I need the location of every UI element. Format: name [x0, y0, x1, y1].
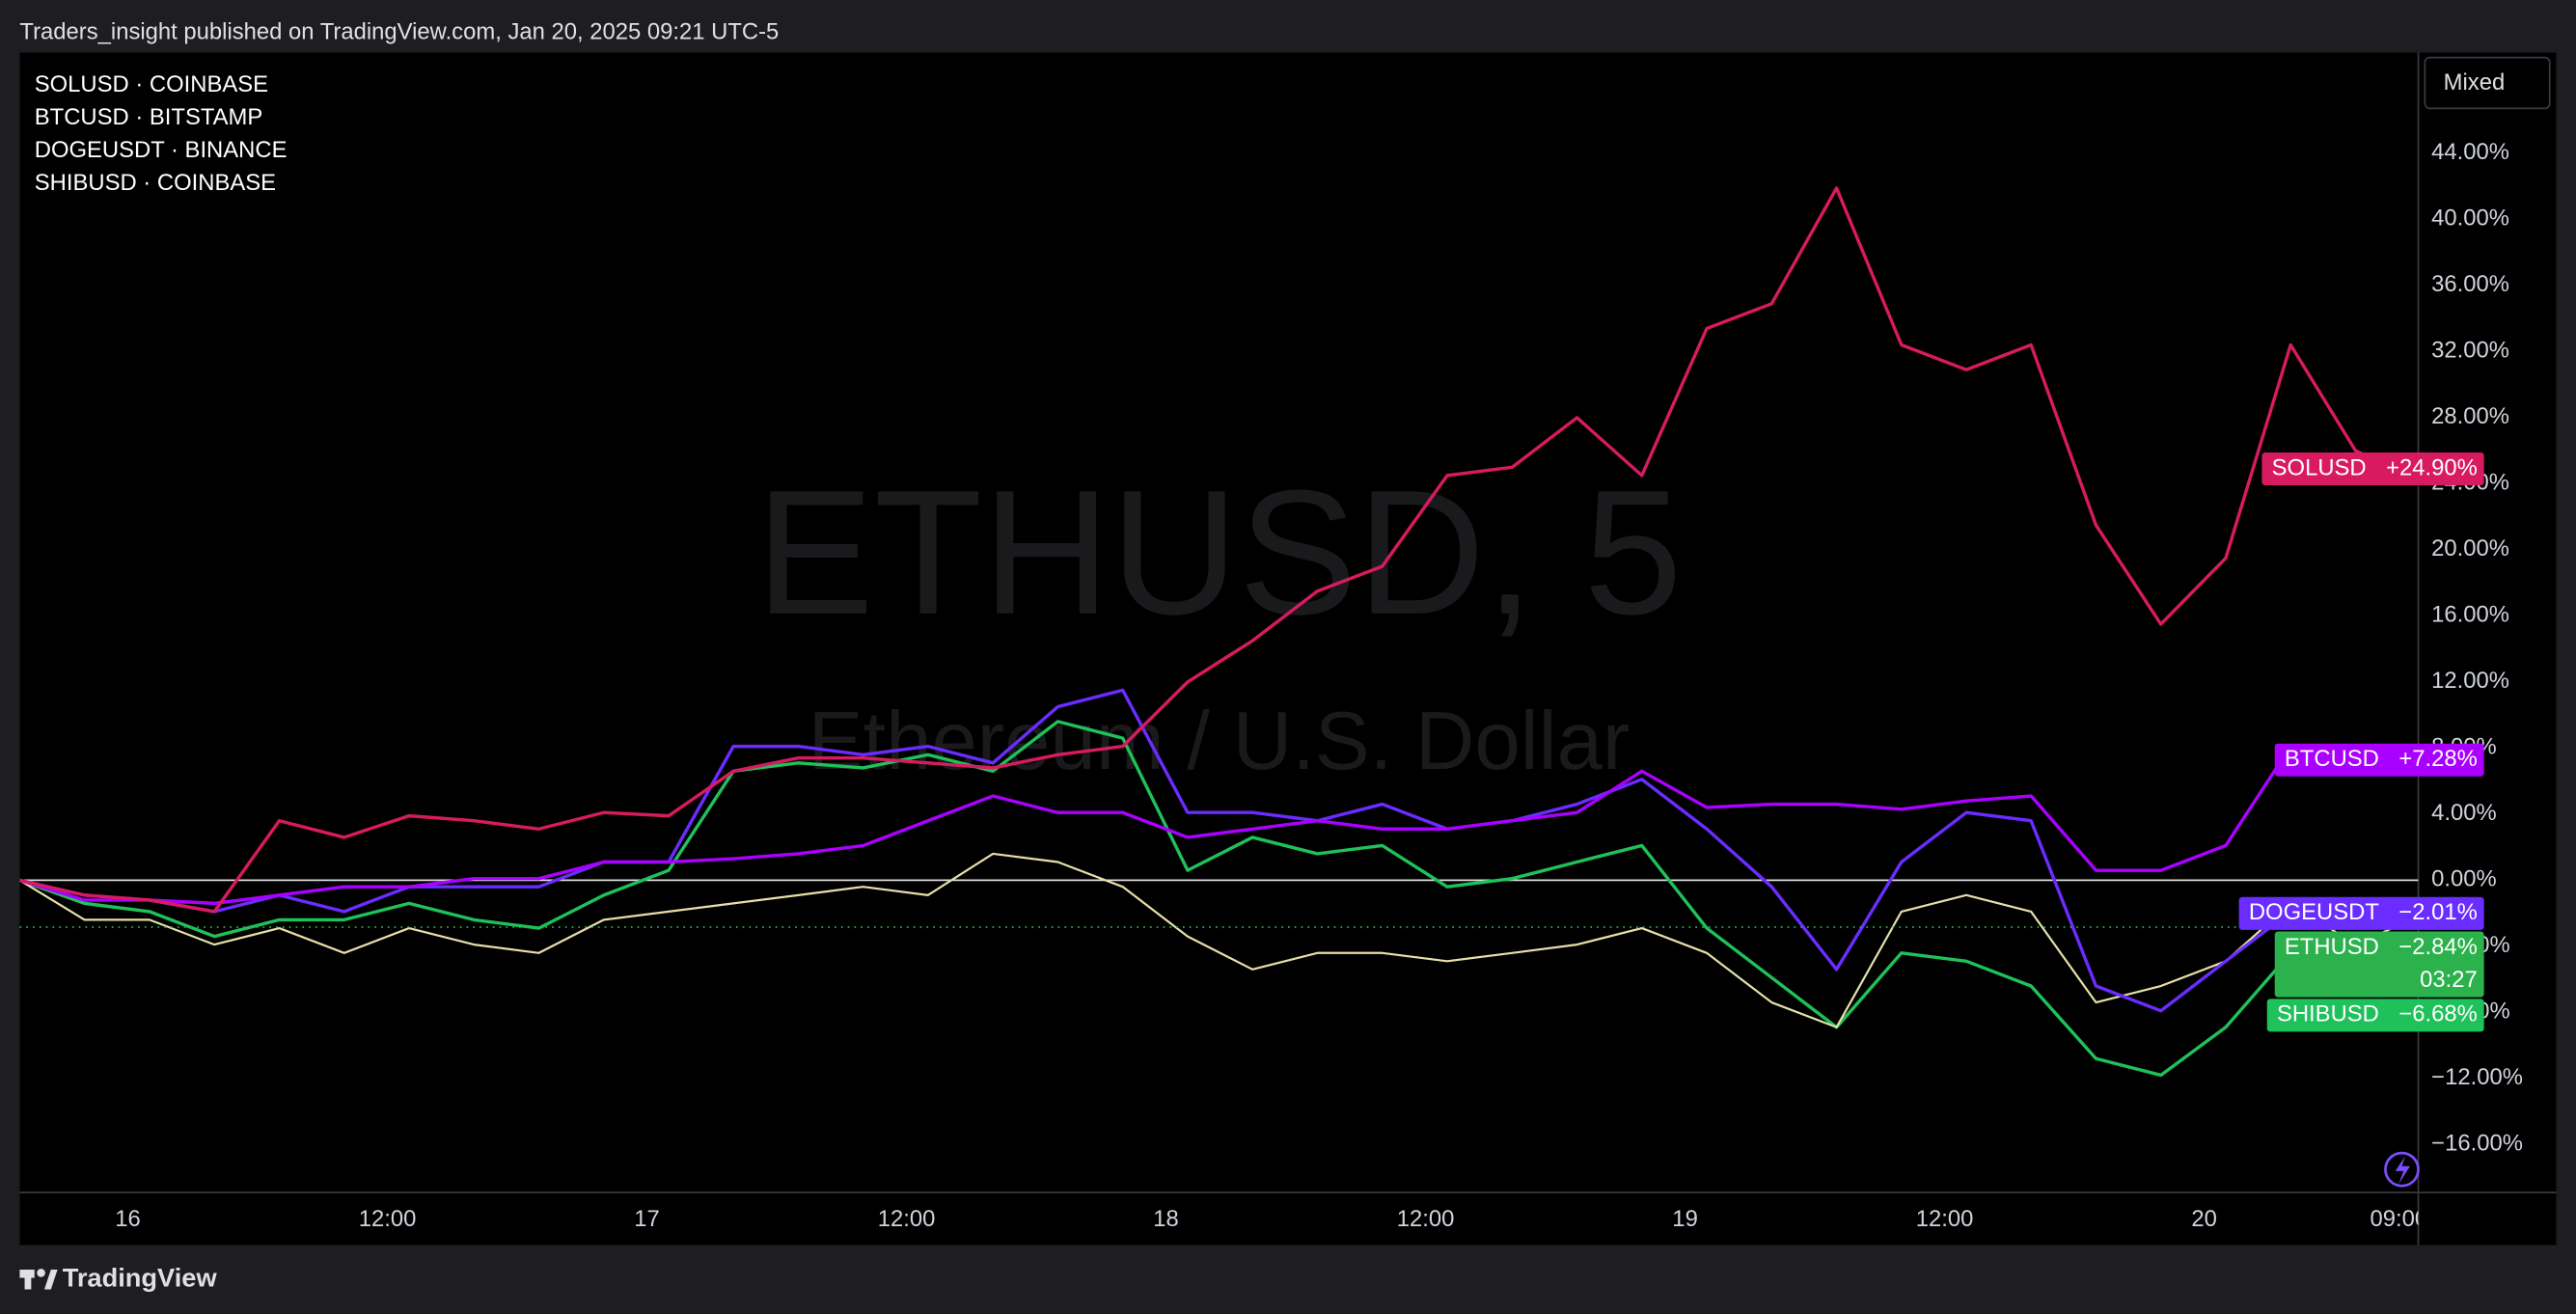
- x-tick-label: 18: [1153, 1206, 1179, 1232]
- x-tick-label: 20: [2191, 1206, 2217, 1232]
- price-tag-name: SOLUSD: [2272, 454, 2367, 480]
- plot-area: [19, 186, 2419, 1078]
- brand-name: TradingView: [63, 1262, 218, 1292]
- x-tick-label: 12:00: [359, 1206, 417, 1232]
- y-tick-label: 40.00%: [2431, 205, 2509, 232]
- x-tick-label: 12:00: [878, 1206, 936, 1232]
- price-tag-name: ETHUSD: [2285, 934, 2379, 960]
- series-line: [19, 186, 2396, 914]
- price-tag-value: +24.90%: [2386, 454, 2478, 480]
- scale-button-label[interactable]: Mixed: [2444, 69, 2506, 96]
- legend-entry: BTCUSD · BITSTAMP: [35, 104, 263, 130]
- legend-entry: SOLUSD · COINBASE: [35, 71, 268, 97]
- watermark-description: Ethereum / U.S. Dollar: [808, 696, 1631, 787]
- price-tag: −2.01% DOGEUSDT: [2238, 896, 2484, 930]
- y-tick-label: −16.00%: [2431, 1131, 2523, 1157]
- x-tick-label: 16: [115, 1206, 141, 1232]
- price-tag-value: −2.84%: [2398, 934, 2477, 960]
- price-tag: −6.68% SHIBUSD: [2266, 999, 2484, 1032]
- price-tag: +7.28% BTCUSD: [2274, 743, 2484, 777]
- publish-header: Traders_insight published on TradingView…: [19, 18, 779, 44]
- price-tag-value: −2.01%: [2398, 899, 2477, 925]
- price-tag-name: BTCUSD: [2285, 746, 2379, 772]
- y-tick-label: 32.00%: [2431, 338, 2509, 364]
- y-tick-label: 44.00%: [2431, 139, 2509, 165]
- series-line: [19, 852, 2396, 1028]
- price-tag: +24.90% SOLUSD: [2261, 452, 2484, 486]
- y-tick-label: 20.00%: [2431, 535, 2509, 561]
- price-tags: +24.90%SOLUSD+7.28%BTCUSD−2.01%DOGEUSDT−…: [2238, 452, 2484, 1032]
- x-tick-label: 09:00: [2370, 1206, 2428, 1232]
- series-line: [19, 744, 2395, 906]
- price-tag-box: [2274, 931, 2484, 998]
- legend-entry: SHIBUSD · COINBASE: [35, 170, 276, 196]
- price-tag-value: −6.68%: [2398, 1001, 2477, 1027]
- x-tick-label: 12:00: [1916, 1206, 1974, 1232]
- price-tag-name: DOGEUSDT: [2249, 899, 2379, 925]
- y-tick-label: 0.00%: [2431, 866, 2497, 892]
- legend-entry: DOGEUSDT · BINANCE: [35, 137, 288, 163]
- x-tick-label: 17: [634, 1206, 660, 1232]
- y-tick-label: 16.00%: [2431, 602, 2509, 628]
- time-axis: 16 12:00 17 12:00 18 12:00 19 12:00 20 09:00: [115, 1206, 2428, 1232]
- brand-logo: [43, 1270, 58, 1290]
- price-tag: −2.84% ETHUSD 03:27: [2274, 931, 2484, 998]
- quick-action-bolt: [2395, 1156, 2411, 1185]
- y-tick-label: 28.00%: [2431, 403, 2509, 429]
- y-tick-label: 36.00%: [2431, 271, 2509, 297]
- series-line: [19, 720, 2396, 1078]
- y-tick-label: −12.00%: [2431, 1064, 2523, 1090]
- brand: TradingView: [19, 1262, 217, 1292]
- price-tag-box: [2266, 999, 2484, 1032]
- scale-button-frame[interactable]: [2424, 56, 2551, 110]
- legend: SOLUSD · COINBASE BTCUSD · BITSTAMP DOGEUS…: [35, 71, 288, 196]
- brand-logo: [37, 1269, 45, 1277]
- price-tag-box: [2238, 896, 2484, 930]
- bar-countdown: 03:27: [2420, 967, 2478, 993]
- price-tag-name: SHIBUSD: [2277, 1001, 2379, 1027]
- y-tick-label: 4.00%: [2431, 800, 2497, 826]
- watermark-symbol: ETHUSD, 5: [755, 453, 1682, 651]
- quick-action-icon[interactable]: [2384, 1151, 2420, 1188]
- price-tag-value: +7.28%: [2398, 746, 2477, 772]
- x-tick-label: 19: [1672, 1206, 1698, 1232]
- price-tag-box: [2274, 743, 2484, 777]
- scale-button[interactable]: Mixed: [2424, 56, 2551, 110]
- x-tick-label: 12:00: [1397, 1206, 1455, 1232]
- brand-logo: [24, 1270, 32, 1290]
- y-tick-label: 12.00%: [2431, 668, 2509, 694]
- chart-panel: [19, 52, 2557, 1246]
- price-tag-box: [2261, 452, 2484, 486]
